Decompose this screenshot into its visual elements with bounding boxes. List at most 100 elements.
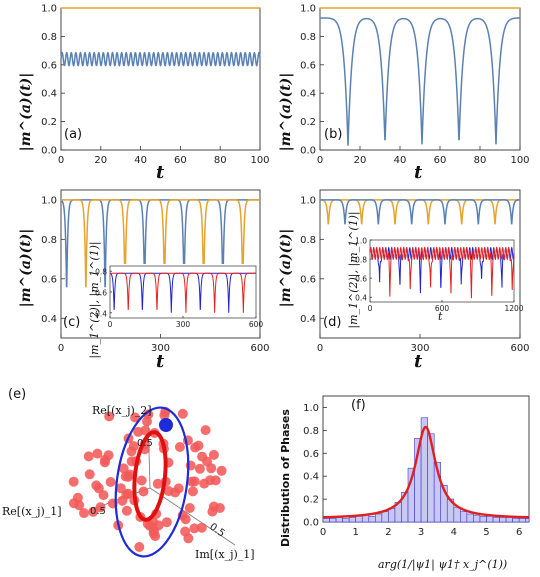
- x-tick-label: 20: [354, 155, 367, 166]
- marker-point: [159, 418, 173, 432]
- fit-curve: [322, 425, 530, 519]
- x-tick-label: 100: [250, 155, 269, 166]
- series-line-1: [61, 199, 260, 295]
- y-tick-label: 1.0: [41, 195, 57, 206]
- y-tick-label: 0.4: [355, 294, 367, 303]
- scatter-point: [133, 426, 144, 437]
- scatter-point: [130, 412, 141, 423]
- panel-d-inset-ylabel: |m_1^(2)|, |m_1^(1)|: [347, 211, 361, 328]
- y-tick-label: 0.8: [41, 32, 57, 43]
- panel-d-ylabel: |m^(a)(t)|: [278, 229, 294, 308]
- y-tick-label: 1.0: [303, 403, 319, 414]
- hist-bar: [388, 507, 396, 523]
- scatter-point: [202, 456, 213, 467]
- y-tick-label: 0.2: [303, 495, 319, 506]
- y-tick-label: 0.2: [41, 117, 57, 128]
- x-tick-label: 40: [134, 155, 147, 166]
- scatter-point: [150, 531, 161, 542]
- scatter-point: [138, 486, 149, 497]
- hist-bar: [355, 515, 363, 523]
- y-tick-label: 0.4: [303, 472, 319, 483]
- x-tick-label: 300: [176, 320, 191, 329]
- scatter-point: [92, 448, 103, 459]
- scatter-point: [79, 508, 89, 519]
- scatter-point: [104, 411, 115, 422]
- panel-b-frame: [319, 7, 521, 151]
- hist-bar: [342, 518, 350, 523]
- outer-ring: [114, 406, 190, 558]
- hist-bar: [479, 515, 487, 523]
- panel-e-tick-z: 0.5: [137, 438, 153, 449]
- series-line-1: [320, 199, 520, 225]
- y-tick-label: 1.0: [41, 4, 57, 15]
- y-tick-label: 0.6: [41, 274, 57, 285]
- x-tick-label: 4: [451, 527, 457, 538]
- panel-f-xlabel: arg(1/|ψ1| ψ1† x_j^(1)): [378, 558, 507, 572]
- hist-bar: [512, 518, 520, 523]
- hist-bar: [322, 518, 330, 523]
- panel-e-tick-x: 0.5: [90, 506, 106, 517]
- x-tick-label: 80: [214, 155, 227, 166]
- scatter-point: [123, 488, 134, 499]
- panel-a-ylabel: |m^(a)(t)|: [18, 73, 34, 152]
- x-tick-label: 80: [474, 155, 487, 166]
- hist-bar: [499, 517, 507, 523]
- panel-d-inset-xlabel: t: [438, 310, 443, 323]
- x-tick-label: 300: [410, 343, 429, 354]
- series-line-1: [320, 17, 520, 146]
- x-tick-label: 600: [510, 343, 529, 354]
- panel-b-ylabel: |m^(a)(t)|: [278, 73, 294, 152]
- scatter-point: [183, 533, 194, 544]
- x-tick-label: 600: [250, 343, 269, 354]
- panel-b: 0 20 40 60 80 100 0.0 0.2 0.4 0.6 0.8 1.0 (b) t |m^…: [278, 4, 530, 184]
- x-tick-label: 600: [435, 304, 450, 313]
- scatter-point: [126, 456, 137, 467]
- x-tick-label: 1200: [504, 304, 523, 313]
- axis-y-line: [149, 487, 236, 546]
- scatter-point: [121, 505, 132, 516]
- x-tick-label: 3: [418, 527, 424, 538]
- panel-c-label: (c): [63, 315, 80, 330]
- hist-bar: [518, 518, 527, 523]
- y-tick-label: 0.8: [95, 268, 107, 277]
- panel-f: 0 1 2 3 4 5 6 0.0 0.2 0.4 0.6 0.8 1.0 (f) Distributi…: [279, 395, 530, 572]
- scatter-point: [159, 410, 170, 421]
- y-tick-label: 0.4: [41, 314, 57, 325]
- panel-e-tick-y: 0.5: [207, 521, 226, 539]
- scatter-point: [115, 483, 126, 494]
- panel-a-frame: [60, 7, 261, 151]
- hist-bar: [466, 513, 474, 523]
- y-tick-label: 0.6: [300, 60, 316, 71]
- panel-a-xlabel: t: [156, 162, 165, 183]
- y-tick-label: 0.0: [300, 146, 316, 157]
- panel-d: 0 300 600 0.4 0.6 0.8 1.0 0 600 1200 0.4 0.6 0.8 1.0…: [278, 189, 530, 372]
- hist-bar: [348, 517, 356, 523]
- scatter-point: [189, 523, 200, 534]
- hist-bar: [329, 518, 337, 523]
- x-tick-label: 100: [510, 155, 529, 166]
- y-tick-label: 0.8: [303, 426, 319, 437]
- panel-f-label: (f): [351, 398, 366, 413]
- scatter-point: [161, 517, 172, 528]
- y-tick-label: 0.8: [41, 235, 57, 246]
- inner-ring: [132, 430, 168, 522]
- x-tick-label: 0: [58, 343, 64, 354]
- scatter-point: [199, 478, 210, 489]
- hist-bar: [368, 515, 376, 523]
- scatter-point: [136, 475, 147, 486]
- scatter-point: [194, 463, 205, 474]
- scatter-point: [187, 486, 198, 497]
- y-tick-label: 1.0: [300, 195, 316, 206]
- x-tick-label: 40: [394, 155, 407, 166]
- hist-bar: [453, 506, 461, 523]
- panel-e-axis-z-label: Re[(x_j)_2]: [92, 404, 152, 417]
- panel-c: 0 300 600 0.4 0.6 0.8 1.0 0 300 600 0.4 0.6 0.8 (c)…: [18, 189, 270, 372]
- scatter-point: [128, 441, 139, 452]
- x-tick-label: 1: [353, 527, 359, 538]
- scatter-point: [123, 471, 134, 482]
- y-tick-label: 0.6: [300, 274, 316, 285]
- x-tick-label: 0: [108, 320, 113, 329]
- panel-f-ylabel: Distribution of Phases: [279, 409, 292, 547]
- hist-bar: [473, 514, 481, 523]
- hist-bar: [335, 517, 343, 523]
